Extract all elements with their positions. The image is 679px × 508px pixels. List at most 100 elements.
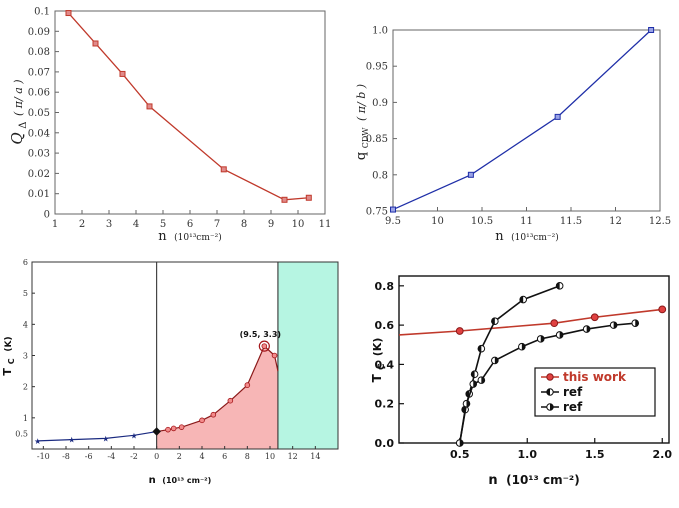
panel-d-ref-point-half: [586, 325, 590, 333]
panel-a-x-label: n (10¹³cm⁻²): [158, 229, 222, 244]
panel-b-x-tick-label: 10.5: [471, 216, 493, 227]
panel-d-this-work-line: [398, 308, 663, 336]
panel-b-x-tick-label: 12: [609, 216, 622, 227]
panel-d-ref-point-half: [635, 319, 639, 327]
panel-d-x-tick-label: 0.5: [450, 448, 470, 461]
panel-a-data-point: [281, 196, 288, 203]
panel-b-y-label: q CDW ( π/ b ): [354, 84, 371, 160]
panel-d-this-work-point: [590, 313, 599, 322]
panel-a-x-tick-label: 5: [160, 219, 166, 230]
panel-b-y-tick-label: 0.9: [372, 98, 388, 109]
panel-b-q-cdw-chart: 9.5 10 10.5 11 11.5 12 12.5 0.75 0.8 0.85 0.9 0.95 1…: [354, 26, 671, 245]
panel-d-ref-point-half: [519, 296, 524, 303]
panel-b-x-tick-label: 11: [520, 216, 533, 227]
panel-c-y-tick-label: 2: [23, 383, 28, 392]
panel-a-data-point: [305, 194, 312, 201]
panel-d-ref-point-half: [481, 376, 485, 384]
panel-c-electron-line: [37, 430, 157, 442]
panel-a-x-tick-label: 7: [214, 219, 220, 230]
panel-c-y-tick-label: 6: [23, 258, 28, 267]
panel-d-y-tick-label: 0.6: [375, 319, 395, 332]
panel-a-x-tick-label: 3: [106, 219, 112, 230]
panel-c-hole-point: [170, 425, 177, 432]
panel-d-ref-point-half: [559, 331, 563, 339]
panel-c-x-tick-label: 4: [199, 452, 204, 461]
panel-a-y-tick-label: 0.03: [28, 149, 50, 160]
panel-d-ref-point-half: [613, 321, 617, 329]
panel-b-series-line: [392, 29, 652, 211]
panel-a-y-tick-label: 0.08: [28, 47, 50, 58]
panel-c-hole-point: [165, 426, 171, 433]
panel-c-electron-point: ★: [68, 436, 75, 445]
panel-a-x-tick-label: 4: [133, 219, 139, 230]
panel-d-frame: [398, 275, 670, 444]
panel-d-this-work-point: [658, 305, 667, 314]
panel-d-ref-point-half: [471, 370, 475, 378]
panel-d-this-work-point: [455, 327, 464, 335]
panel-a-x-tick-label: 11: [319, 219, 332, 230]
panel-a-data-point: [220, 166, 227, 173]
panel-c-hole-point: [244, 382, 251, 388]
panel-a-y-label: Q Δ ( π/ a ): [8, 79, 29, 144]
panel-c-x-tick-label: 8: [245, 452, 250, 461]
panel-c-x-tick-label: -8: [62, 452, 70, 461]
panel-c-hole-point: [227, 397, 234, 404]
panel-a-x-tick-label: 2: [79, 219, 85, 230]
panel-d-tc-comparison-chart: 0.5 1.0 1.5 2.0 0.0 0.2 0.4 0.6 0.8 this work re…: [370, 275, 672, 488]
panel-a-x-tick-label: 6: [187, 219, 193, 230]
panel-a-y-tick-label: 0.02: [28, 169, 50, 180]
legend-label-ref-2: ref: [563, 400, 583, 414]
panel-b-data-point: [648, 27, 655, 33]
panel-c-electron-point: ★: [130, 431, 137, 440]
panel-a-y-tick-label: 0.04: [28, 128, 50, 139]
panel-a-y-tick-label: 0.09: [28, 27, 50, 38]
panel-c-origin-point: [152, 427, 161, 436]
panel-a-data-point: [146, 103, 153, 110]
panel-b-x-label: n (10¹³cm⁻²): [495, 229, 559, 244]
panel-d-ref-point-half: [461, 406, 466, 413]
panel-c-x-tick-label: 12: [288, 452, 298, 461]
panel-c-x-tick-label: -6: [85, 452, 93, 461]
panel-b-data-point: [390, 206, 396, 213]
panel-a-y-tick-label: 0.07: [28, 67, 50, 78]
panel-d-this-work-point: [550, 319, 559, 328]
panel-c-x-tick-label: -2: [130, 452, 138, 461]
panel-b-y-tick-label: 0.85: [366, 134, 388, 145]
panel-a-series-line: [68, 12, 309, 201]
panel-d-ref-point-half: [465, 390, 470, 398]
panel-c-hole-point: [178, 424, 185, 430]
panel-b-x-tick-label: 10: [431, 216, 444, 227]
panel-d-ref-point-half: [556, 282, 560, 290]
panel-b-y-tick-label: 0.8: [372, 170, 388, 181]
panel-a-x-tick-label: 10: [292, 219, 305, 230]
panel-c-y-label: T C (K): [1, 336, 17, 375]
panel-c-hole-point: [271, 352, 278, 359]
panel-c-superconducting-area: [156, 346, 278, 449]
panel-d-ref-point-half: [478, 345, 482, 352]
panel-a-x-tick-label: 9: [268, 219, 274, 230]
panel-c-cdw-region: [277, 262, 338, 449]
panel-c-x-tick-label: 10: [265, 452, 275, 461]
panel-a-q-delta-chart: 1 2 3 4 5 6 7 8 9 10 11 0 0.01 0.02 0.03 0.04 0.05 0.06 0.…: [8, 7, 331, 245]
panel-c-x-label: n (10¹³ cm⁻²): [149, 475, 212, 486]
panel-d-ref-point-half: [491, 317, 495, 325]
panel-a-y-tick-label: 0.01: [28, 189, 50, 200]
panel-a-y-tick-label: 0: [44, 210, 50, 221]
panel-c-y-tick-label: 4: [23, 320, 28, 329]
panel-b-x-tick-label: 11.5: [560, 216, 582, 227]
panel-c-x-tick-label: 6: [222, 452, 227, 461]
panel-b-y-tick-label: 0.75: [366, 207, 388, 218]
panel-c-electron-point: ★: [34, 437, 41, 446]
panel-a-y-tick-label: 0.06: [28, 88, 50, 99]
panel-d-legend: this work ref ref: [534, 367, 656, 417]
panel-b-x-tick-label: 12.5: [649, 216, 671, 227]
panel-d-y-tick-label: 0.0: [375, 437, 395, 450]
panel-a-data-point: [119, 70, 126, 77]
panel-d-x-tick-label: 1.0: [518, 448, 538, 461]
panel-c-peak-marker: [258, 340, 270, 352]
panel-c-y-tick-label: 1: [23, 414, 28, 423]
panel-d-ref-point-half: [466, 400, 470, 408]
panel-b-y-tick-label: 0.95: [366, 62, 388, 73]
